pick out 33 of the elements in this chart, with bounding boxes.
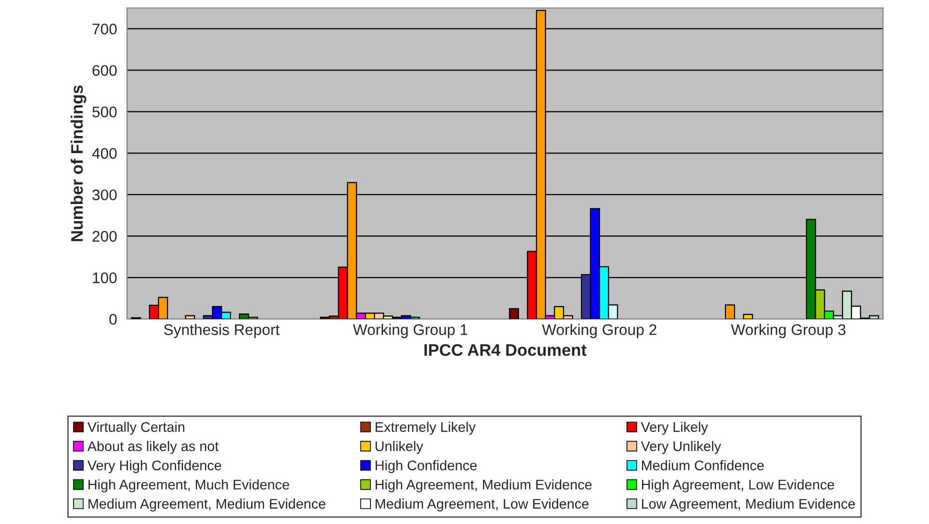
y-tick-label: 200 bbox=[92, 230, 117, 242]
legend-label: High Agreement, Much Evidence bbox=[88, 479, 290, 492]
legend-label: High Agreement, Low Evidence bbox=[642, 479, 834, 492]
legend-label: Medium Agreement, Medium Evidence bbox=[88, 498, 326, 512]
legend-label: High Agreement, Medium Evidence bbox=[376, 479, 592, 492]
legend-label: Very Unlikely bbox=[640, 440, 722, 454]
legend-label: Extremely Likely bbox=[376, 422, 476, 435]
legend-label: High Confidence bbox=[376, 460, 477, 474]
y-axis-title: Number of Findings bbox=[70, 85, 86, 242]
y-tick-label: 400 bbox=[92, 148, 117, 159]
legend-label: About as likely as not bbox=[87, 440, 219, 454]
y-tick-label: 500 bbox=[92, 106, 117, 118]
y-tick-label: 700 bbox=[92, 24, 117, 34]
legend-label: Medium Agreement, Low Evidence bbox=[376, 498, 589, 512]
x-tick-label: Working Group 2 bbox=[542, 324, 656, 338]
legend-label: Very Likely bbox=[640, 422, 708, 435]
bar bbox=[724, 304, 736, 319]
y-tick-label: 300 bbox=[92, 189, 117, 200]
x-tick-label: Working Group 3 bbox=[730, 324, 846, 338]
legend-label: Virtually Certain bbox=[87, 422, 184, 435]
legend-label: Very High Confidence bbox=[87, 460, 222, 474]
legend-label: Unlikely bbox=[376, 440, 424, 454]
bar bbox=[184, 315, 196, 319]
y-tick-label: 0 bbox=[109, 314, 117, 325]
legend-label: Low Agreement, Medium Evidence bbox=[642, 498, 855, 512]
x-tick-label: Working Group 1 bbox=[352, 324, 468, 338]
legend-label: Medium Confidence bbox=[642, 460, 764, 470]
bar bbox=[742, 314, 754, 319]
x-axis-title: IPCC AR4 Document bbox=[424, 344, 586, 356]
bar bbox=[508, 308, 520, 319]
y-tick-label: 100 bbox=[92, 272, 117, 284]
y-tick-label: 600 bbox=[92, 65, 117, 76]
x-tick-label: Synthesis Report bbox=[164, 324, 280, 338]
